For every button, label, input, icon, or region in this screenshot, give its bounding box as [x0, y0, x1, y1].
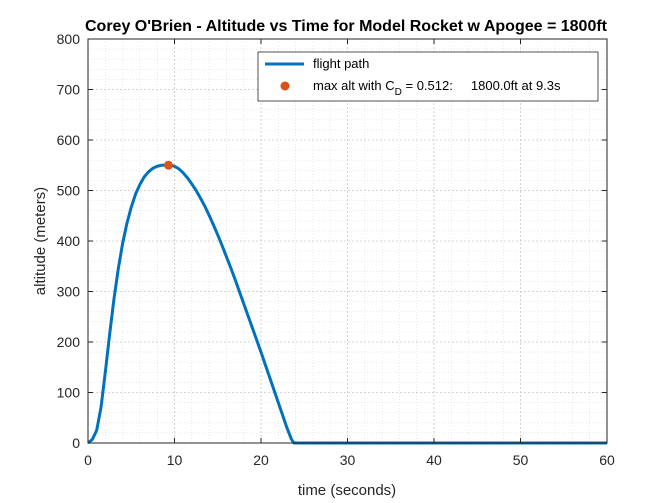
y-axis: 0 100 200 300 400 500 600 700 800 — [57, 31, 607, 451]
legend-box — [257, 51, 599, 102]
y-tick-label: 0 — [72, 435, 80, 451]
legend-marker-swatch — [280, 81, 290, 91]
x-tick-label: 40 — [426, 452, 442, 468]
legend-entry-flight-path: flight path — [313, 56, 369, 71]
x-tick-label: 10 — [167, 452, 183, 468]
legend-entry-max-alt: max alt with CD = 0.512: 1800.0ft at 9.3… — [313, 78, 561, 98]
series-flight-path — [87, 163, 607, 445]
chart-title: Corey O'Brien - Altitude vs Time for Mod… — [85, 18, 608, 35]
max-altitude-point — [163, 160, 173, 170]
series-layer — [87, 160, 607, 445]
y-tick-label: 600 — [57, 132, 81, 148]
y-tick-label: 200 — [57, 334, 81, 350]
x-axis-label: time (seconds) — [298, 482, 396, 499]
y-tick-label: 700 — [57, 82, 81, 98]
y-axis-label: altitude (meters) — [32, 187, 49, 295]
y-tick-label: 400 — [57, 233, 81, 249]
x-tick-label: 0 — [84, 452, 92, 468]
legend-entry-max-alt-main: max alt with C — [313, 78, 395, 93]
y-tick-label: 300 — [57, 284, 81, 300]
legend-entry-max-alt-subscript: D — [395, 87, 402, 98]
x-tick-label: 50 — [513, 452, 529, 468]
x-tick-label: 20 — [253, 452, 269, 468]
legend-entry-max-alt-rest: = 0.512: 1800.0ft at 9.3s — [402, 78, 561, 93]
x-axis: 0 10 20 30 40 50 60 — [84, 39, 615, 468]
y-tick-label: 800 — [57, 31, 81, 47]
x-tick-label: 30 — [340, 452, 356, 468]
y-tick-label: 500 — [57, 183, 81, 199]
y-tick-label: 100 — [57, 385, 81, 401]
legend: flight path max alt with CD = 0.512: 180… — [257, 51, 599, 102]
x-tick-label: 60 — [599, 452, 615, 468]
